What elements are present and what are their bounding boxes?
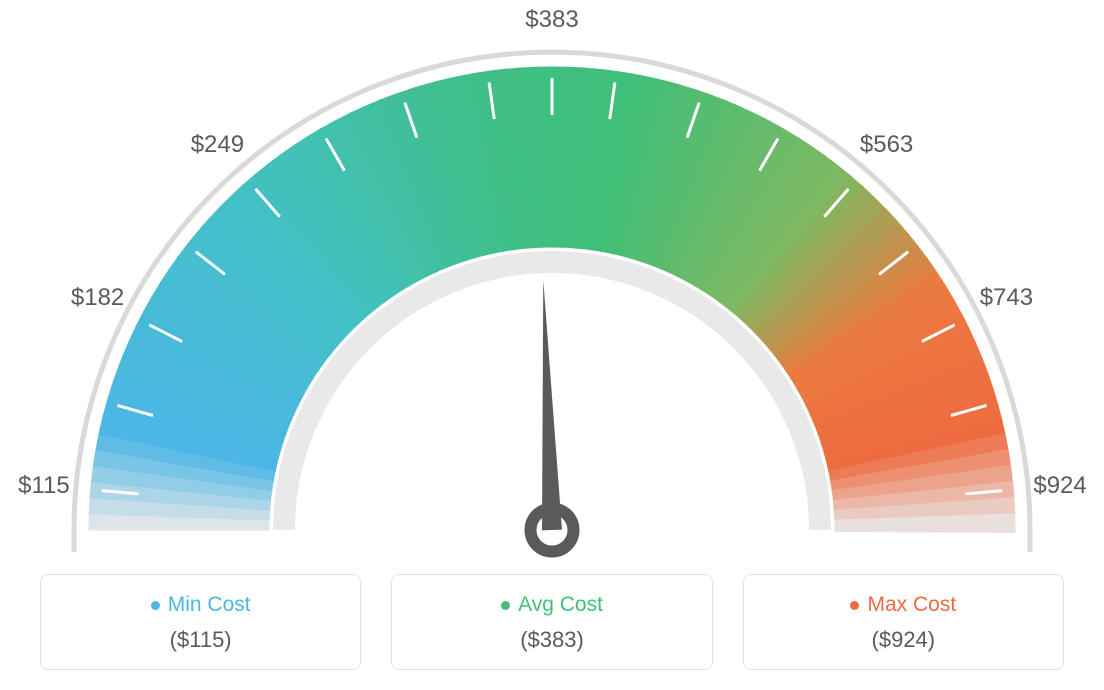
gauge-needle (542, 280, 562, 530)
legend-card: Max Cost ($924) (743, 574, 1064, 670)
legend-value: ($924) (754, 627, 1053, 653)
legend-title: Avg Cost (501, 593, 603, 617)
legend-label: Min Cost (168, 593, 251, 617)
gauge-tick-label: $115 (18, 472, 70, 500)
gauge-area: $115 $182 $249 $383 $563 $743 $924 (0, 0, 1104, 560)
gauge-tick-label: $383 (525, 6, 578, 34)
legend-label: Avg Cost (518, 593, 603, 617)
legend-dot-icon (501, 601, 510, 610)
legend-dot-icon (850, 601, 859, 610)
gauge-svg (0, 10, 1104, 570)
legend-card: Avg Cost ($383) (391, 574, 712, 670)
legend-card: Min Cost ($115) (40, 574, 361, 670)
legend-value: ($383) (402, 627, 701, 653)
gauge-chart-container: $115 $182 $249 $383 $563 $743 $924 Min Cost ($1… (0, 0, 1104, 690)
legend-title: Min Cost (151, 593, 251, 617)
legend-dot-icon (151, 601, 160, 610)
gauge-tick-label: $743 (980, 284, 1033, 312)
gauge-tick-label: $563 (860, 131, 913, 159)
legend-value: ($115) (51, 627, 350, 653)
gauge-tick-label: $249 (191, 131, 244, 159)
gauge-tick-label: $924 (1033, 472, 1086, 500)
legend-row: Min Cost ($115) Avg Cost ($383) Max Cost ($92… (0, 574, 1104, 670)
gauge-tick-label: $182 (71, 284, 124, 312)
legend-title: Max Cost (850, 593, 956, 617)
legend-label: Max Cost (867, 593, 956, 617)
